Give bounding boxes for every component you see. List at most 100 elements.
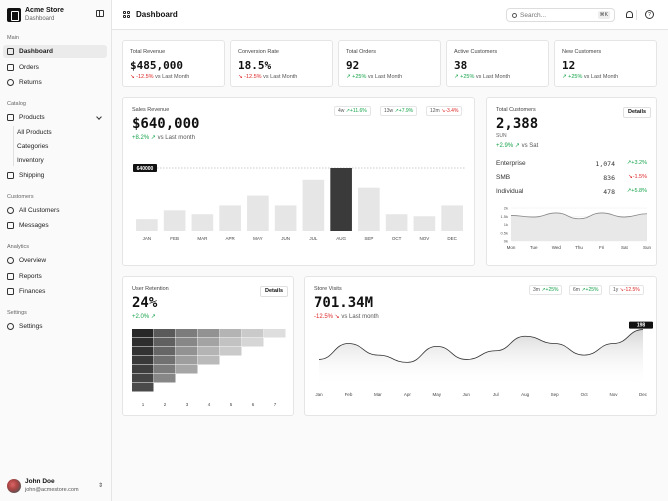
customers-day: SUN: [496, 133, 507, 139]
heat-cell: [132, 338, 154, 347]
period-label: 13w: [384, 108, 394, 114]
x-tick-label: NOV: [419, 236, 429, 241]
total-customers-card: Total Customers 2,388 SUN +2.9% ↗ vs Sat…: [486, 97, 657, 266]
x-tick-label: Apr: [404, 392, 412, 397]
home-icon: [7, 48, 14, 55]
x-tick-label: AUG: [336, 236, 346, 241]
kpi-delta: ↗ +25% vs Last Month: [454, 74, 511, 80]
x-tick-label: Jul: [493, 392, 499, 397]
period-delta: +25%: [585, 287, 599, 293]
search-input[interactable]: [520, 11, 590, 19]
period-label: 6m: [573, 287, 580, 293]
retention-heatmap: 1 2 3 4 5 6 7: [132, 329, 286, 407]
sidebar-item-overview[interactable]: Overview: [3, 254, 107, 267]
period-pill-3m[interactable]: 3m ↗+25%: [529, 285, 563, 295]
y-tick-label: 1k: [504, 222, 508, 227]
sidebar-item-returns[interactable]: Returns: [3, 76, 107, 89]
help-icon[interactable]: ?: [645, 10, 654, 19]
user-menu[interactable]: John Doe john@acmestore.com: [7, 478, 79, 494]
x-tick-label: Thu: [575, 245, 583, 250]
kpi-value: 92: [346, 59, 360, 72]
sidebar-item-messages[interactable]: Messages: [3, 219, 107, 232]
sidebar-item-label: Dashboard: [19, 48, 53, 55]
period-delta: +11.6%: [350, 108, 367, 114]
kpi-delta: ↗ +25% vs Last Month: [562, 74, 619, 80]
period-delta: -3.4%: [445, 108, 459, 114]
sidebar-item-categories[interactable]: Categories: [17, 143, 49, 150]
x-tick-label: Sep: [551, 392, 560, 397]
sidebar-item-label: Reports: [19, 273, 42, 280]
sidebar-item-dashboard[interactable]: Dashboard: [3, 45, 107, 58]
search-icon: [512, 12, 517, 18]
sidebar-item-reports[interactable]: Reports: [3, 270, 107, 283]
user-name: John Doe: [25, 478, 55, 485]
heat-cell: [242, 338, 264, 347]
period-pill-13w[interactable]: 13w ↗+7.9%: [380, 106, 418, 116]
period-pill-12m[interactable]: 12m ↘-3.4%: [426, 106, 463, 116]
chevron-up-down-icon[interactable]: ⇕: [98, 483, 104, 489]
search-box[interactable]: ⌘K: [506, 8, 615, 22]
heat-cell: [198, 338, 220, 347]
sidebar-item-products[interactable]: Products: [3, 111, 107, 124]
sidebar-item-orders[interactable]: Orders: [3, 61, 107, 74]
period-delta: +7.9%: [398, 108, 414, 114]
sales-value: $640,000: [132, 116, 200, 132]
retention-details-button[interactable]: Details: [260, 286, 289, 297]
kpi-delta-value: -12.5%: [244, 74, 262, 80]
heat-cell: [220, 347, 242, 356]
bar-may: [247, 195, 269, 231]
card-title: Store Visits: [314, 286, 342, 292]
x-tick-label: Feb: [345, 392, 353, 397]
section-analytics: Analytics: [7, 244, 30, 250]
kpi-label: Conversion Rate: [238, 49, 279, 55]
users-icon: [7, 207, 14, 214]
segment-row: Individual 478 ↗+5.8%: [496, 188, 647, 196]
period-label: 1y: [613, 287, 619, 293]
sidebar-item-inventory[interactable]: Inventory: [17, 157, 44, 164]
heat-cell: [154, 347, 176, 356]
period-pill-6m[interactable]: 6m ↗+25%: [569, 285, 603, 295]
sidebar-item-label: Overview: [19, 257, 47, 264]
sidebar-toggle-icon[interactable]: [96, 10, 104, 17]
heat-cell: [132, 347, 154, 356]
app-subtitle: Dashboard: [25, 16, 55, 22]
x-tick-label: JUL: [309, 236, 317, 241]
sidebar-item-shipping[interactable]: Shipping: [3, 169, 107, 182]
heat-cell: [132, 374, 154, 383]
x-tick-label: Tue: [530, 245, 538, 250]
bell-icon[interactable]: [626, 11, 633, 18]
x-tick-label: 7: [274, 402, 277, 407]
heat-cell: [176, 329, 198, 338]
period-pill-1y[interactable]: 1y ↘-12.5%: [609, 285, 644, 295]
x-tick-label: JAN: [143, 236, 152, 241]
period-pill-4w[interactable]: 4w ↗+11.6%: [334, 106, 371, 116]
visits-delta-value: -12.5%: [314, 314, 334, 320]
sidebar-item-finances[interactable]: Finances: [3, 285, 107, 298]
x-tick-label: JUN: [281, 236, 290, 241]
app-name: Acme Store: [25, 7, 64, 14]
brand[interactable]: Acme Store Dashboard: [7, 7, 64, 23]
customers-delta-suffix: vs Sat: [521, 143, 539, 149]
returns-icon: [7, 79, 14, 86]
highlight-value-badge: [133, 164, 157, 172]
heat-cell: [220, 329, 242, 338]
x-tick-label: Aug: [521, 392, 530, 397]
sidebar-item-all-customers[interactable]: All Customers: [3, 204, 107, 217]
highlight-value-badge: [629, 321, 653, 329]
x-tick-label: Oct: [581, 392, 589, 397]
heat-cell: [154, 329, 176, 338]
kpi-label: Total Orders: [346, 49, 376, 55]
customers-details-button[interactable]: Details: [623, 107, 652, 118]
sidebar-item-label: Messages: [19, 222, 49, 229]
sidebar-item-all-products[interactable]: All Products: [17, 129, 52, 136]
x-tick-label: 1: [142, 402, 145, 407]
kpi-delta-suffix: vs Last Month: [263, 74, 298, 80]
sidebar-item-settings[interactable]: Settings: [3, 320, 107, 333]
series-line: [510, 212, 648, 220]
x-tick-label: Jun: [463, 392, 471, 397]
segment-delta: ↘-1.5%: [628, 174, 647, 180]
x-tick-label: MAY: [253, 236, 262, 241]
segment-value: 1,074: [595, 160, 615, 168]
store-visits-card: Store Visits 701.34M -12.5% ↘ vs Last mo…: [304, 276, 657, 416]
heat-cell: [154, 356, 176, 365]
